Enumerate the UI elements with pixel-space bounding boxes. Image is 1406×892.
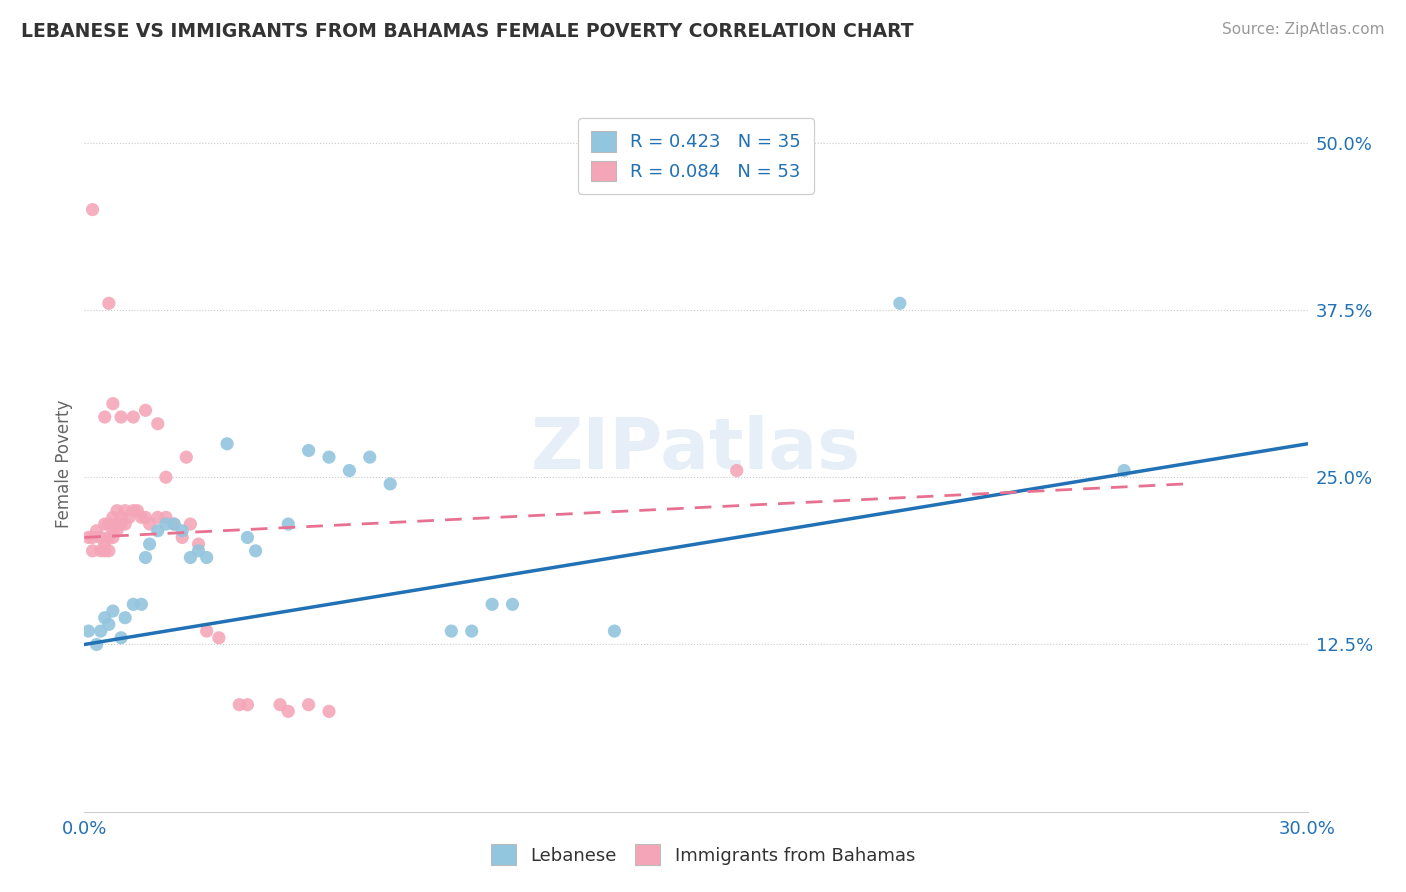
Point	[440, 624, 463, 639]
Point	[179, 517, 201, 532]
Point	[105, 503, 128, 517]
Point	[97, 296, 120, 310]
Point	[105, 524, 128, 538]
Point	[93, 544, 117, 558]
Point	[101, 510, 124, 524]
Point	[110, 631, 132, 645]
Point	[146, 524, 169, 538]
Point	[90, 544, 112, 558]
Point	[318, 450, 340, 465]
Point	[138, 517, 160, 532]
Point	[118, 510, 141, 524]
Point	[163, 517, 186, 532]
Point	[131, 510, 153, 524]
Point	[187, 544, 209, 558]
Point	[101, 397, 124, 411]
Point	[155, 517, 177, 532]
Text: Source: ZipAtlas.com: Source: ZipAtlas.com	[1222, 22, 1385, 37]
Point	[114, 611, 136, 625]
Point	[146, 510, 169, 524]
Point	[195, 624, 218, 639]
Point	[93, 517, 117, 532]
Point	[269, 698, 291, 712]
Point	[481, 598, 503, 612]
Point	[122, 503, 145, 517]
Point	[172, 530, 194, 544]
Point	[502, 598, 524, 612]
Point	[110, 410, 132, 425]
Point	[339, 464, 361, 478]
Point	[176, 450, 198, 465]
Point	[889, 296, 911, 310]
Point	[77, 530, 100, 544]
Point	[90, 530, 112, 544]
Point	[195, 550, 218, 565]
Point	[93, 611, 117, 625]
Point	[101, 524, 124, 538]
Point	[122, 598, 145, 612]
Point	[298, 443, 321, 458]
Point	[135, 550, 157, 565]
Point	[93, 410, 117, 425]
Point	[172, 524, 194, 538]
Point	[114, 503, 136, 517]
Point	[298, 698, 321, 712]
Point	[105, 517, 128, 532]
Point	[277, 705, 299, 719]
Text: ZIPatlas: ZIPatlas	[531, 416, 860, 484]
Point	[217, 436, 239, 450]
Text: LEBANESE VS IMMIGRANTS FROM BAHAMAS FEMALE POVERTY CORRELATION CHART: LEBANESE VS IMMIGRANTS FROM BAHAMAS FEMA…	[21, 22, 914, 41]
Point	[155, 510, 177, 524]
Point	[461, 624, 484, 639]
Point	[380, 477, 402, 491]
Point	[127, 503, 149, 517]
Point	[86, 524, 108, 538]
Point	[131, 598, 153, 612]
Point	[725, 464, 748, 478]
Point	[86, 637, 108, 651]
Point	[135, 403, 157, 417]
Point	[135, 510, 157, 524]
Point	[122, 410, 145, 425]
Point	[138, 537, 160, 551]
Point	[155, 470, 177, 484]
Point	[1114, 464, 1136, 478]
Point	[187, 537, 209, 551]
Point	[97, 544, 120, 558]
Point	[97, 530, 120, 544]
Point	[97, 617, 120, 632]
Point	[114, 517, 136, 532]
Point	[93, 537, 117, 551]
Point	[146, 417, 169, 431]
Point	[163, 517, 186, 532]
Point	[110, 510, 132, 524]
Point	[236, 530, 259, 544]
Point	[603, 624, 626, 639]
Point	[90, 624, 112, 639]
Y-axis label: Female Poverty: Female Poverty	[55, 400, 73, 528]
Point	[277, 517, 299, 532]
Point	[359, 450, 381, 465]
Point	[208, 631, 231, 645]
Point	[82, 530, 104, 544]
Legend: R = 0.423   N = 35, R = 0.084   N = 53: R = 0.423 N = 35, R = 0.084 N = 53	[578, 118, 814, 194]
Point	[101, 530, 124, 544]
Point	[245, 544, 267, 558]
Point	[82, 202, 104, 217]
Point	[179, 550, 201, 565]
Point	[236, 698, 259, 712]
Point	[97, 517, 120, 532]
Point	[228, 698, 250, 712]
Legend: Lebanese, Immigrants from Bahamas: Lebanese, Immigrants from Bahamas	[482, 835, 924, 874]
Point	[82, 544, 104, 558]
Point	[110, 517, 132, 532]
Point	[101, 604, 124, 618]
Point	[318, 705, 340, 719]
Point	[77, 624, 100, 639]
